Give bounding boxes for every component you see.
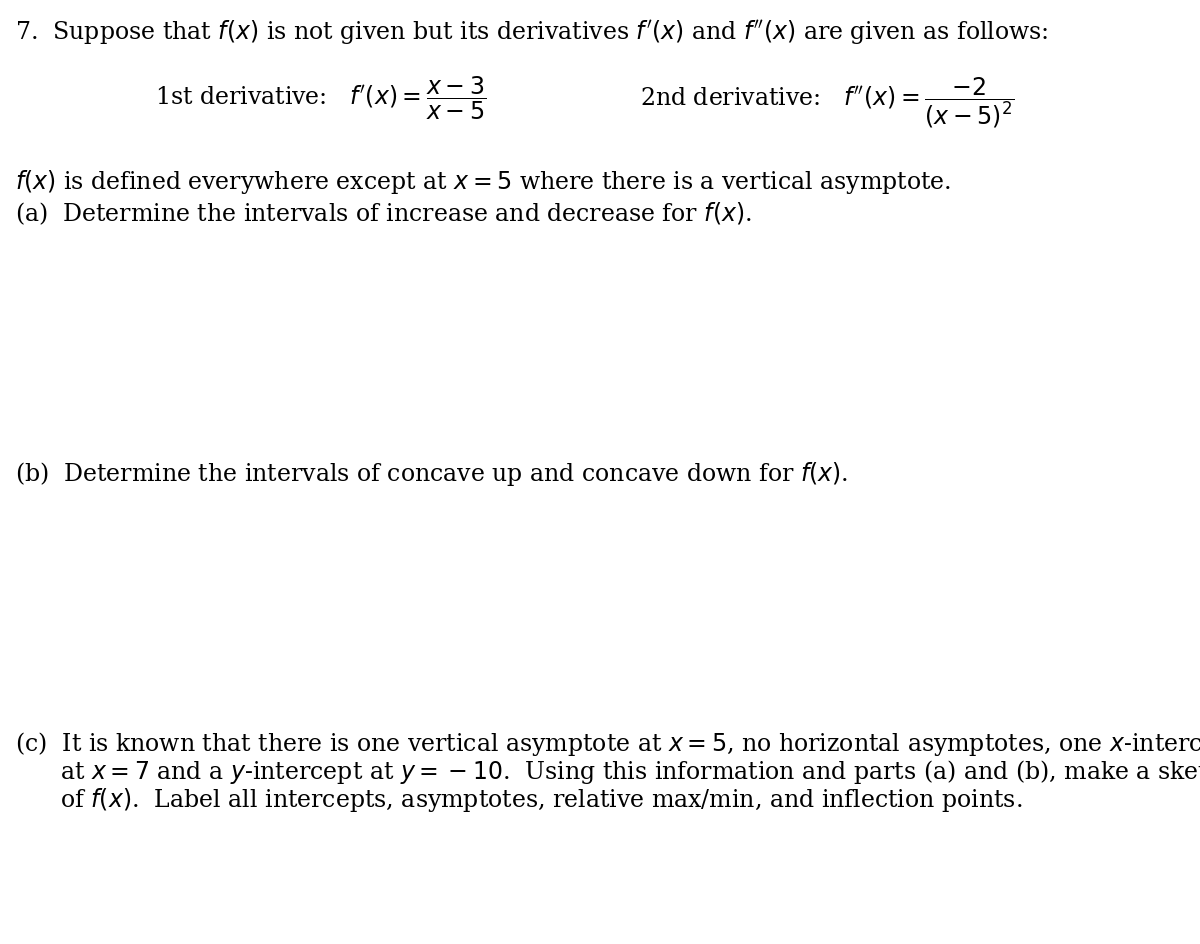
Text: $f(x)$ is defined everywhere except at $x = 5$ where there is a vertical asympto: $f(x)$ is defined everywhere except at $… bbox=[14, 168, 952, 196]
Text: 7.  Suppose that $f(x)$ is not given but its derivatives $f'(x)$ and $f''(x)$ ar: 7. Suppose that $f(x)$ is not given but … bbox=[14, 18, 1049, 46]
Text: 1st derivative:   $f'(x) = \dfrac{x-3}{x-5}$: 1st derivative: $f'(x) = \dfrac{x-3}{x-5… bbox=[155, 75, 486, 123]
Text: (a)  Determine the intervals of increase and decrease for $f(x)$.: (a) Determine the intervals of increase … bbox=[14, 200, 752, 227]
Text: of $f(x)$.  Label all intercepts, asymptotes, relative max/min, and inflection p: of $f(x)$. Label all intercepts, asympto… bbox=[14, 786, 1022, 814]
Text: (b)  Determine the intervals of concave up and concave down for $f(x)$.: (b) Determine the intervals of concave u… bbox=[14, 460, 848, 488]
Text: 2nd derivative:   $f''(x) = \dfrac{-2}{(x-5)^2}$: 2nd derivative: $f''(x) = \dfrac{-2}{(x-… bbox=[640, 75, 1014, 129]
Text: at $x = 7$ and a $y$-intercept at $y = -10$.  Using this information and parts (: at $x = 7$ and a $y$-intercept at $y = -… bbox=[14, 758, 1200, 786]
Text: (c)  It is known that there is one vertical asymptote at $x = 5$, no horizontal : (c) It is known that there is one vertic… bbox=[14, 730, 1200, 758]
